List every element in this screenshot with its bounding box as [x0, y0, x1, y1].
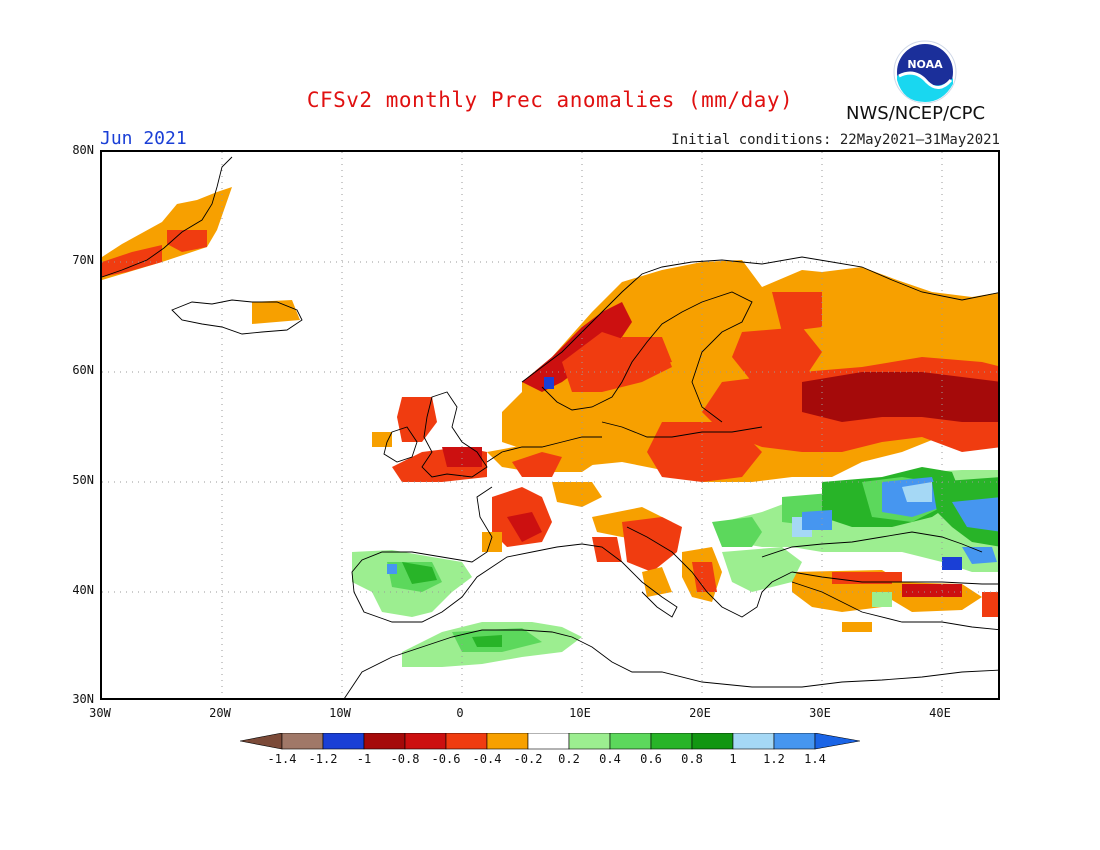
- coastlines: [102, 156, 998, 698]
- cbar-label: 1.4: [804, 752, 826, 766]
- wet-anomaly-regions: [352, 377, 998, 667]
- cbar-label: -0.6: [431, 752, 461, 766]
- lat-label-30n: 30N: [72, 692, 94, 706]
- cbar-label: 0.2: [558, 752, 580, 766]
- graticule: [102, 152, 998, 698]
- cbar-label: 0.4: [599, 752, 621, 766]
- lon-label-30w: 30W: [89, 706, 111, 720]
- noaa-logo-text: NOAA: [907, 58, 943, 71]
- colorbar: [240, 733, 860, 773]
- dry-anomaly-regions: [102, 187, 998, 632]
- lat-label-40n: 40N: [72, 583, 94, 597]
- lat-label-80n: 80N: [72, 143, 94, 157]
- cbar-label: 1.2: [763, 752, 785, 766]
- cbar-label: -1: [356, 752, 372, 766]
- lon-label-30e: 30E: [809, 706, 831, 720]
- anomaly-map: [100, 150, 1000, 700]
- lat-label-50n: 50N: [72, 473, 94, 487]
- lat-label-60n: 60N: [72, 363, 94, 377]
- cbar-label: -1.4: [267, 752, 297, 766]
- cbar-label: 0.6: [640, 752, 662, 766]
- cbar-label: 0.8: [681, 752, 703, 766]
- noaa-logo: NOAA: [893, 40, 957, 104]
- cbar-label: -1.2: [308, 752, 338, 766]
- lon-label-20w: 20W: [209, 706, 231, 720]
- lon-label-20e: 20E: [689, 706, 711, 720]
- lon-label-40e: 40E: [929, 706, 951, 720]
- initial-conditions: Initial conditions: 22May2021–31May2021: [671, 132, 1000, 148]
- lon-label-10e: 10E: [569, 706, 591, 720]
- cbar-label: -0.2: [513, 752, 543, 766]
- chart-title: CFSv2 monthly Prec anomalies (mm/day): [306, 88, 794, 112]
- forecast-month: Jun 2021: [100, 128, 187, 149]
- lon-label-10w: 10W: [329, 706, 351, 720]
- cbar-label: -0.8: [390, 752, 420, 766]
- lon-label-0: 0: [456, 706, 464, 720]
- cbar-label: 1: [729, 752, 737, 766]
- lat-label-70n: 70N: [72, 253, 94, 267]
- cbar-label: -0.4: [472, 752, 502, 766]
- agency-label: NWS/NCEP/CPC: [846, 103, 986, 124]
